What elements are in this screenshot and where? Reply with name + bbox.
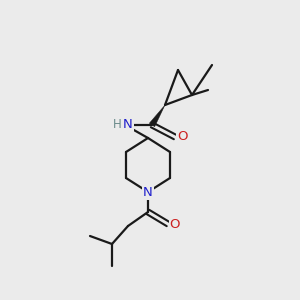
Text: N: N [143, 185, 153, 199]
Text: H: H [112, 118, 122, 130]
Text: O: O [177, 130, 187, 143]
Text: O: O [170, 218, 180, 230]
Text: N: N [123, 118, 133, 131]
Polygon shape [149, 105, 165, 127]
